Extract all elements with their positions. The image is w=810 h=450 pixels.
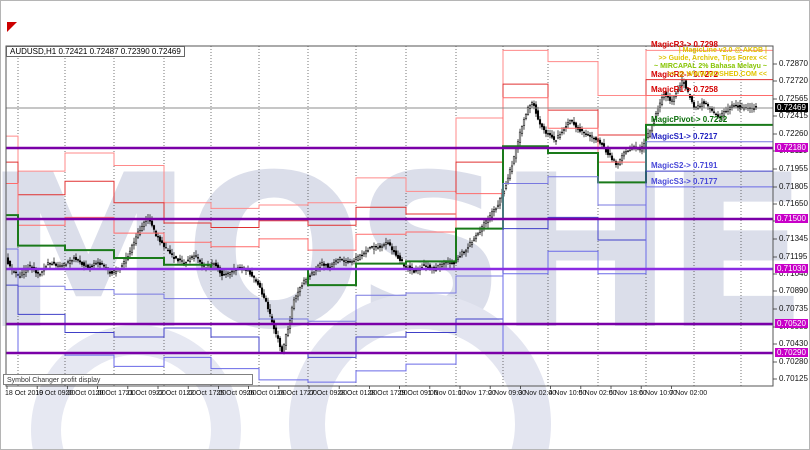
hline-price-tag: 0.70290 — [775, 348, 808, 357]
chart-ohlc-title: AUDUSD,H1 0.72421 0.72487 0.72390 0.7246… — [6, 46, 185, 57]
time-axis-label: 20 Oct 17:00 — [95, 390, 136, 397]
promo-text-line: ~ MIRCAPAL 2% Bahasa Melayu ~ — [654, 63, 767, 70]
time-axis-label: 19 Oct 09:00 — [35, 390, 76, 397]
time-axis-label: 18 Oct 2010 — [5, 390, 44, 397]
price-axis-label: 0.72720 — [779, 76, 808, 85]
price-axis-label: 0.72415 — [779, 111, 808, 120]
price-axis-label: 0.70890 — [779, 286, 808, 295]
time-axis-label: 27 Oct 09:00 — [307, 390, 348, 397]
price-axis-label: 0.70430 — [779, 339, 808, 348]
price-axis-label: 0.71805 — [779, 182, 808, 191]
time-axis-label: 1 Nov 01:00 — [427, 390, 466, 397]
current-price-tag: 0.72469 — [775, 103, 808, 112]
time-axis-label: 25 Oct 09:00 — [216, 390, 257, 397]
time-axis-label: 7 Nov 02:00 — [669, 390, 708, 397]
pivot-label-r2: MagicR2-> 0.7272 — [651, 69, 718, 79]
price-axis-label: 0.71040 — [779, 269, 808, 278]
price-axis-label: 0.70125 — [779, 374, 808, 383]
pivot-label-r1: MagicR1-> 0.7258 — [651, 85, 718, 95]
promo-text-line: >> @ WWW.MOSHED.COM << — [667, 71, 767, 78]
pivot-label-r3: MagicR3-> 0.7298 — [651, 40, 718, 50]
time-axis-label: 29 Oct 09:00 — [397, 390, 438, 397]
price-axis-label: 0.70735 — [779, 304, 808, 313]
time-axis-label: 2 Nov 09:00 — [488, 390, 526, 397]
time-axis-label: 5 Nov 18:00 — [609, 390, 647, 397]
time-axis-label: 28 Oct 17:00 — [367, 390, 408, 397]
price-axis-label: 0.71650 — [779, 199, 808, 208]
price-axis-label: 0.71195 — [779, 252, 808, 261]
time-axis-label: 22 Oct 01:00 — [156, 390, 197, 397]
time-axis-label: 3 Nov 02:00 — [518, 390, 557, 397]
time-axis-label: 26 Oct 01:00 — [246, 390, 287, 397]
pivot-label-s1: MagicS1-> 0.7217 — [651, 131, 718, 141]
time-axis-label: 22 Oct 17:00 — [186, 390, 227, 397]
price-axis-label: 0.72565 — [779, 94, 808, 103]
pivot-label-s2: MagicS2-> 0.7191 — [651, 161, 718, 171]
hline-price-tag: 0.70520 — [775, 319, 808, 328]
time-axis-label: 20 Oct 01:00 — [65, 390, 106, 397]
hline-price-tag: 0.72180 — [775, 143, 808, 152]
price-axis-label: 0.71345 — [779, 234, 808, 243]
time-axis-label: 5 Nov 02:00 — [578, 390, 617, 397]
time-axis-label: 6 Nov 10:00 — [639, 390, 677, 397]
symbol-changer-status: Symbol Changer profit display — [3, 374, 253, 385]
time-axis-label: 21 Oct 09:00 — [125, 390, 166, 397]
price-axis-label: 0.72260 — [779, 129, 808, 138]
price-axis-label: 0.72870 — [779, 59, 808, 68]
time-axis-label: 4 Nov 10:00 — [548, 390, 587, 397]
time-axis-label: 26 Oct 17:00 — [276, 390, 317, 397]
price-axis-label: 0.70280 — [779, 357, 808, 366]
hline-price-tag: 0.71500 — [775, 214, 808, 223]
pivot-label-s3: MagicS3-> 0.7177 — [651, 176, 718, 186]
time-axis-label: 1 Nov 17:00 — [458, 390, 496, 397]
pivot-label-pivot: MagicPivot-> 0.7232 — [651, 114, 728, 124]
time-axis-label: 28 Oct 01:00 — [337, 390, 378, 397]
price-axis-label: 0.71955 — [779, 164, 808, 173]
promo-text-line: >> Guide, Archive, Tips Forex << — [658, 55, 767, 62]
mt4-logo-icon — [7, 22, 17, 32]
promo-text-line: | MagicLine v2.0 @ AKDB | — [678, 47, 767, 54]
hline-price-tag: 0.71030 — [775, 264, 808, 273]
